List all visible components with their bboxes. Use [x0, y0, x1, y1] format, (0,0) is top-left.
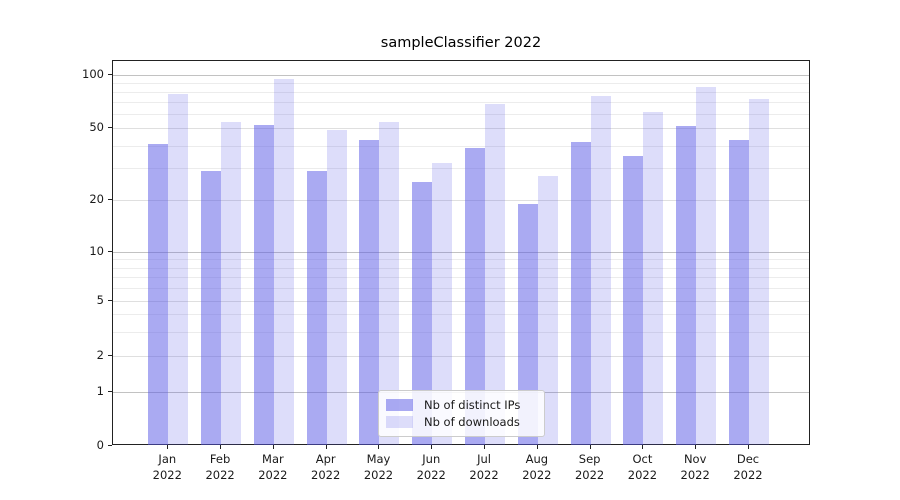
gridline — [113, 145, 809, 147]
bar-oct-downloads — [643, 111, 664, 445]
legend-swatch-distinct-ips-icon — [386, 398, 413, 411]
legend-label-distinct-ips: Nb of distinct IPs — [424, 397, 521, 412]
gridline — [113, 301, 809, 302]
x-tick-label: Apr 2022 — [311, 452, 341, 482]
y-tick-mark — [108, 445, 112, 446]
y-tick-mark — [108, 199, 112, 200]
bar-mar-distinct-ips — [253, 125, 274, 445]
bar-nov-downloads — [696, 86, 717, 445]
gridline — [113, 259, 809, 261]
bar-dec-downloads — [748, 99, 769, 445]
bar-aug-downloads — [537, 176, 558, 445]
gridline — [113, 252, 809, 253]
x-tick-mark — [378, 445, 380, 449]
x-tick-label: Jan 2022 — [152, 452, 182, 482]
bar-feb-distinct-ips — [201, 170, 222, 445]
y-tick-label: 2 — [96, 348, 104, 362]
y-tick-mark — [108, 355, 112, 356]
y-tick-mark — [108, 74, 112, 75]
bar-jun-distinct-ips — [412, 182, 433, 445]
x-tick-mark — [431, 445, 433, 449]
x-tick-mark — [695, 445, 697, 449]
y-tick-label: 10 — [89, 244, 104, 258]
x-tick-label: Dec 2022 — [733, 452, 763, 482]
bar-jun-downloads — [432, 163, 453, 445]
legend: Nb of distinct IPs Nb of downloads — [378, 390, 545, 437]
gridline — [113, 83, 809, 85]
bar-apr-downloads — [326, 129, 347, 445]
x-tick-label: Sep 2022 — [574, 452, 605, 482]
chart-title: sampleClassifier 2022 — [380, 35, 542, 51]
x-tick-label: Oct 2022 — [627, 452, 658, 482]
gridline — [113, 114, 809, 116]
y-tick-mark — [108, 251, 112, 252]
gridline — [113, 102, 809, 104]
x-tick-mark — [220, 445, 222, 449]
legend-item-distinct-ips: Nb of distinct IPs — [386, 396, 537, 414]
bar-sep-downloads — [590, 95, 611, 445]
x-tick-label: Mar 2022 — [258, 452, 288, 482]
gridline — [113, 288, 809, 290]
gridline — [113, 314, 809, 316]
gridline — [113, 168, 809, 170]
gridline — [113, 356, 809, 357]
x-tick-label: Jun 2022 — [416, 452, 446, 482]
x-tick-label: Jul 2022 — [469, 452, 499, 482]
bar-may-downloads — [379, 122, 400, 445]
x-tick-mark — [484, 445, 486, 449]
x-tick-label: Nov 2022 — [680, 452, 710, 482]
bar-aug-distinct-ips — [517, 203, 538, 445]
x-tick-label: Feb 2022 — [205, 452, 235, 482]
gridline — [113, 128, 809, 129]
gridline — [113, 75, 809, 76]
bar-feb-downloads — [221, 122, 242, 445]
x-tick-mark — [272, 445, 274, 449]
x-tick-label: Aug 2022 — [522, 452, 552, 482]
x-tick-mark — [536, 445, 538, 449]
bar-may-distinct-ips — [359, 139, 380, 445]
bar-oct-distinct-ips — [623, 156, 644, 445]
y-tick-mark — [108, 391, 112, 392]
y-tick-label: 1 — [96, 384, 104, 398]
x-tick-mark — [747, 445, 749, 449]
legend-swatch-downloads-icon — [386, 416, 413, 429]
bar-apr-distinct-ips — [306, 170, 327, 445]
bar-jan-distinct-ips — [148, 143, 169, 445]
x-tick-mark — [325, 445, 327, 449]
bar-jul-downloads — [485, 104, 506, 445]
y-tick-label: 100 — [82, 67, 104, 81]
x-tick-mark — [589, 445, 591, 449]
y-tick-label: 20 — [89, 192, 104, 206]
legend-label-downloads: Nb of downloads — [424, 415, 520, 430]
x-tick-label: May 2022 — [363, 452, 394, 482]
bar-sep-distinct-ips — [570, 141, 591, 445]
gridline — [113, 267, 809, 269]
x-tick-mark — [167, 445, 169, 449]
bar-mar-downloads — [273, 78, 294, 445]
bar-dec-distinct-ips — [728, 139, 749, 445]
y-tick-mark — [108, 300, 112, 301]
bar-jul-distinct-ips — [465, 147, 486, 445]
y-tick-label: 5 — [96, 293, 104, 307]
bar-nov-distinct-ips — [676, 126, 697, 445]
y-tick-mark — [108, 127, 112, 128]
plot-area — [112, 60, 810, 445]
y-tick-label: 50 — [89, 120, 104, 134]
gridline — [113, 200, 809, 201]
bar-jan-downloads — [168, 93, 189, 445]
legend-item-downloads: Nb of downloads — [386, 414, 537, 432]
x-tick-mark — [642, 445, 644, 449]
gridline — [113, 331, 809, 333]
gridline — [113, 277, 809, 279]
gridline — [113, 92, 809, 94]
y-tick-label: 0 — [96, 438, 104, 452]
